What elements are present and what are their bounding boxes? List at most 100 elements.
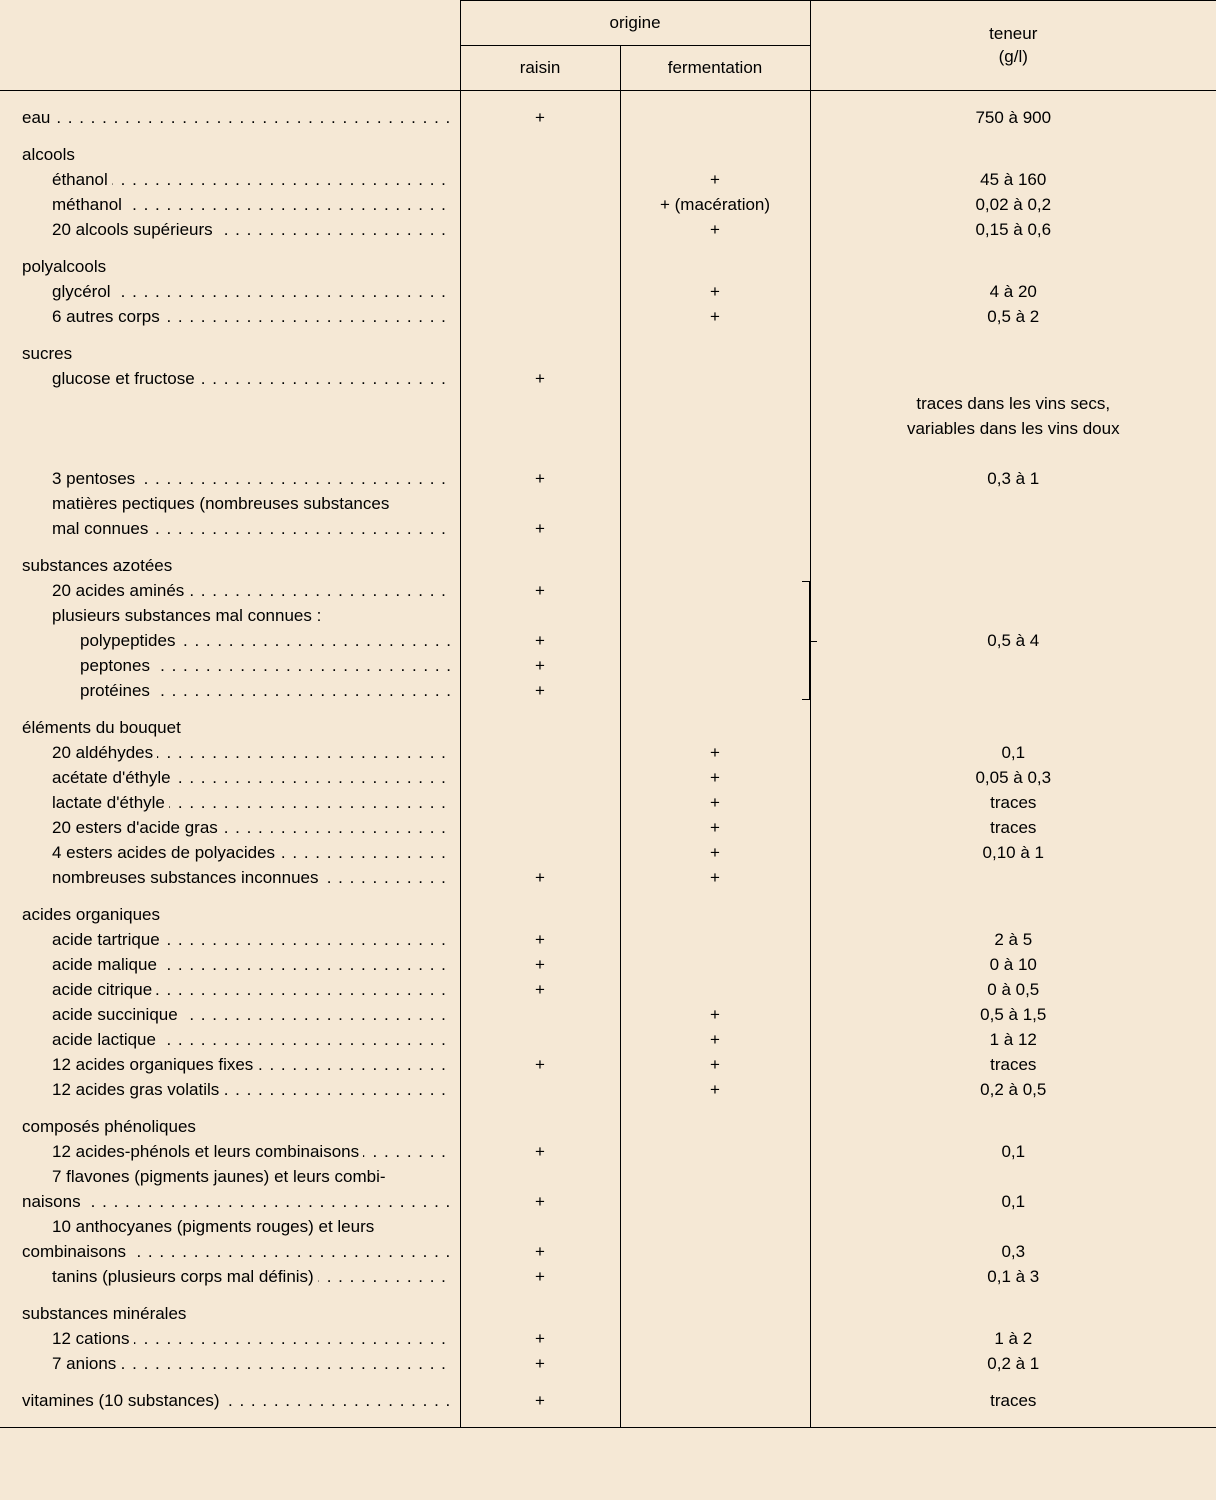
- desc-pect2: mal connues: [22, 516, 450, 541]
- raisin-lact: [461, 790, 620, 815]
- desc-12vol: 12 acides gras volatils: [22, 1077, 450, 1102]
- spacer-row: [811, 1289, 1216, 1301]
- teneur-mineral: [811, 1301, 1216, 1326]
- raisin-polypep: +: [461, 628, 620, 653]
- ferm-6autres: +: [621, 304, 810, 329]
- teneur-acorg: [811, 902, 1216, 927]
- raisin-12ap: +: [461, 1139, 620, 1164]
- desc-cit: acide citrique: [22, 977, 450, 1002]
- raisin-12fix: +: [461, 1052, 620, 1077]
- raisin-bouquet: [461, 715, 620, 740]
- ferm-20est: +: [621, 815, 810, 840]
- desc-6autres: 6 autres corps: [22, 304, 450, 329]
- teneur-20est: traces: [811, 815, 1216, 840]
- raisin-tart: +: [461, 927, 620, 952]
- desc-alcools: alcools: [22, 142, 450, 167]
- raisin-azote: [461, 553, 620, 578]
- ferm-pect1: [621, 491, 810, 516]
- spacer-row: [621, 130, 810, 142]
- spacer-row: [621, 1102, 810, 1114]
- ferm-3pent: [621, 466, 810, 491]
- desc-sucres: sucres: [22, 341, 450, 366]
- ferm-proteines: [621, 678, 810, 703]
- desc-3pent: 3 pentoses: [22, 466, 450, 491]
- ferm-acet: +: [621, 765, 810, 790]
- ferm-12fix: +: [621, 1052, 810, 1077]
- ferm-4est: +: [621, 840, 810, 865]
- spacer-row: [22, 130, 450, 142]
- ferm-malcon: [621, 603, 810, 628]
- raisin-glycerol: [461, 279, 620, 304]
- ferm-acorg: [621, 902, 810, 927]
- table-body: eaualcoolséthanolméthanol20 alcools supé…: [0, 91, 1216, 1428]
- desc-proteines: protéines: [22, 678, 450, 703]
- raisin-cit: +: [461, 977, 620, 1002]
- ferm-polypep: [621, 628, 810, 653]
- raisin-20aa: +: [461, 578, 620, 603]
- teneur-polypep: 0,5 à 4: [811, 628, 1216, 653]
- desc-10anth2: combinaisons: [22, 1239, 450, 1264]
- raisin-succ: [461, 1002, 620, 1027]
- desc-glufru: glucose et fructose: [22, 366, 450, 391]
- raisin-proteines: +: [461, 678, 620, 703]
- desc-succ: acide succinique: [22, 1002, 450, 1027]
- teneur-cit: 0 à 0,5: [811, 977, 1216, 1002]
- desc-12fix: 12 acides organiques fixes: [22, 1052, 450, 1077]
- teneur-glufru: traces dans les vins secs,variables dans…: [811, 366, 1216, 466]
- ferm-lact: +: [621, 790, 810, 815]
- ferm-10anth1: [621, 1214, 810, 1239]
- raisin-lac: [461, 1027, 620, 1052]
- pad: [22, 441, 450, 466]
- teneur-10anth1: [811, 1214, 1216, 1239]
- pad: [621, 391, 810, 416]
- ferm-pect2: [621, 516, 810, 541]
- spacer-row: [621, 242, 810, 254]
- teneur-20ald: 0,1: [811, 740, 1216, 765]
- raisin-acet: [461, 765, 620, 790]
- pad: [461, 441, 620, 466]
- raisin-tanins: +: [461, 1264, 620, 1289]
- teneur-7flav2: 0,1: [811, 1189, 1216, 1214]
- teneur-20aa: [811, 578, 1216, 603]
- ferm-7flav2: [621, 1189, 810, 1214]
- desc-vit: vitamines (10 substances): [22, 1388, 450, 1413]
- desc-mineral: substances minérales: [22, 1301, 450, 1326]
- raisin-nbinc: +: [461, 865, 620, 890]
- spacer-row: [811, 130, 1216, 142]
- teneur-10anth2: 0,3: [811, 1239, 1216, 1264]
- desc-mal: acide malique: [22, 952, 450, 977]
- teneur-polyalcools: [811, 254, 1216, 279]
- ferm-tart: [621, 927, 810, 952]
- column-fermentation: ++ (macération)+++++++++++++: [620, 91, 810, 1428]
- teneur-alcools: [811, 142, 1216, 167]
- column-teneur: 750 à 90045 à 1600,02 à 0,20,15 à 0,64 à…: [810, 91, 1216, 1428]
- ferm-20aa: [621, 578, 810, 603]
- spacer-row: [22, 1289, 450, 1301]
- raisin-pect2: +: [461, 516, 620, 541]
- raisin-peptones: +: [461, 653, 620, 678]
- ferm-mal: [621, 952, 810, 977]
- raisin-malcon: [461, 603, 620, 628]
- pad: [461, 391, 620, 416]
- desc-acorg: acides organiques: [22, 902, 450, 927]
- desc-20aa: 20 acides aminés: [22, 578, 450, 603]
- spacer-row: [461, 1289, 620, 1301]
- pad: [621, 416, 810, 441]
- teneur-4est: 0,10 à 1: [811, 840, 1216, 865]
- desc-eau: eau: [22, 105, 450, 130]
- teneur-azote: [811, 553, 1216, 578]
- desc-lact: lactate d'éthyle: [22, 790, 450, 815]
- ferm-7flav1: [621, 1164, 810, 1189]
- raisin-20ald: [461, 740, 620, 765]
- raisin-acorg: [461, 902, 620, 927]
- raisin-phenol: [461, 1114, 620, 1139]
- spacer-row: [22, 890, 450, 902]
- raisin-3pent: +: [461, 466, 620, 491]
- teneur-malcon: [811, 603, 1216, 628]
- desc-ethanol: éthanol: [22, 167, 450, 192]
- spacer-row: [621, 890, 810, 902]
- spacer-row: [461, 541, 620, 553]
- spacer-row: [461, 1102, 620, 1114]
- desc-polyalcools: polyalcools: [22, 254, 450, 279]
- pad: [461, 416, 620, 441]
